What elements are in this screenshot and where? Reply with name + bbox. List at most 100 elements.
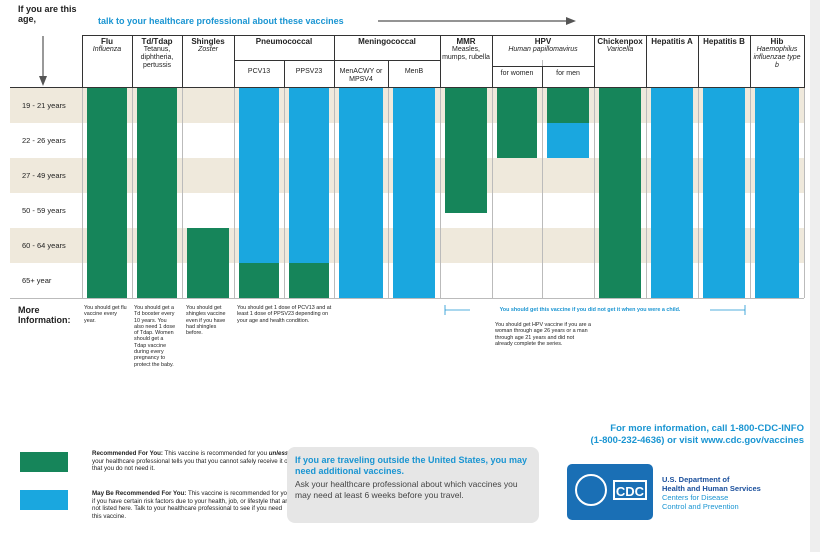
header-top bbox=[182, 35, 234, 36]
sub-divider bbox=[542, 66, 543, 88]
more-info-label: More Information: bbox=[18, 305, 71, 325]
header-top bbox=[234, 35, 334, 36]
header-top bbox=[750, 35, 804, 36]
legend-text: May Be Recommended For You: This vaccine… bbox=[92, 490, 292, 520]
vaccine-desc: Haemophilus influenzae type b bbox=[753, 46, 801, 69]
header-top bbox=[492, 35, 594, 36]
header-line bbox=[750, 35, 751, 88]
legend-swatch bbox=[20, 452, 68, 472]
org-line: Centers for Disease bbox=[662, 493, 729, 502]
schedule-bar bbox=[239, 263, 279, 298]
contact-line: (1-800-232-4636) or visit www.cdc.gov/va… bbox=[590, 435, 805, 446]
age-label: 60 - 64 years bbox=[22, 241, 66, 250]
col-line bbox=[334, 60, 335, 298]
header-line bbox=[182, 35, 183, 88]
legend-body: your healthcare professional tells you t… bbox=[92, 457, 290, 473]
instruction: talk to your healthcare professional abo… bbox=[98, 16, 344, 26]
vaccine-name: HPV bbox=[534, 37, 552, 46]
header-top bbox=[698, 35, 750, 36]
schedule-bar bbox=[289, 88, 329, 263]
travel-text: Ask your healthcare professional about w… bbox=[295, 479, 518, 500]
note: You should get 1 dose of PCV13 and at le… bbox=[237, 305, 332, 324]
schedule-bar bbox=[289, 263, 329, 298]
legend-text: Recommended For You: This vaccine is rec… bbox=[92, 450, 292, 473]
sub-name: MenB bbox=[404, 68, 424, 75]
schedule-bar bbox=[137, 88, 177, 298]
org-line: Health and Human Services bbox=[662, 484, 761, 493]
sub-name: for women bbox=[500, 70, 534, 77]
vaccine-name: Flu bbox=[101, 37, 113, 46]
sub-divider bbox=[284, 60, 285, 88]
header-line bbox=[698, 35, 699, 88]
age-label: 19 - 21 years bbox=[22, 101, 66, 110]
vaccine-name: Hib bbox=[770, 37, 784, 46]
col-line bbox=[594, 60, 595, 298]
vaccine-name: Hepatitis A bbox=[651, 37, 693, 46]
sub-line bbox=[334, 60, 440, 61]
col-line bbox=[698, 60, 699, 298]
age-label: If you are this age, bbox=[18, 4, 77, 24]
col-line bbox=[492, 60, 493, 298]
col-line bbox=[440, 60, 441, 298]
header-line bbox=[132, 35, 133, 88]
schedule-bar bbox=[651, 88, 693, 298]
cdc-logo: CDC bbox=[567, 464, 653, 520]
note: You should get shingles vaccine even if … bbox=[186, 305, 226, 337]
schedule-bar bbox=[703, 88, 745, 298]
col-line bbox=[388, 60, 389, 298]
age-label: 27 - 49 years bbox=[22, 171, 66, 180]
header-line bbox=[82, 35, 83, 88]
header-bottom bbox=[10, 87, 805, 88]
vaccine-name: Chickenpox bbox=[597, 37, 643, 46]
note: You should get flu vaccine every year. bbox=[84, 305, 127, 324]
schedule-bar bbox=[339, 88, 383, 298]
schedule-bar bbox=[239, 88, 279, 263]
header-top bbox=[594, 35, 646, 36]
header-line bbox=[594, 35, 595, 88]
note: You should get this vaccine if you did n… bbox=[499, 307, 681, 313]
schedule-bar bbox=[497, 88, 537, 158]
header-top bbox=[132, 35, 182, 36]
schedule-bar bbox=[187, 228, 229, 298]
schedule-bar bbox=[599, 88, 641, 298]
col-line bbox=[646, 60, 647, 298]
col-line bbox=[82, 60, 83, 298]
travel-title: If you are traveling outside the United … bbox=[295, 455, 528, 476]
header-line bbox=[804, 35, 805, 88]
schedule-bar bbox=[87, 88, 127, 298]
schedule-bar bbox=[445, 88, 487, 213]
contact: For more information, call 1-800-CDC-INF… bbox=[591, 423, 805, 447]
vaccine-name: MMR bbox=[456, 37, 476, 46]
hhs-seal bbox=[575, 474, 607, 506]
legend-body: unless bbox=[268, 450, 289, 457]
age-label: 65+ year bbox=[22, 276, 52, 285]
vaccine-desc: Varicella bbox=[606, 46, 634, 53]
schedule-bar bbox=[547, 123, 589, 158]
logo-text: CDC bbox=[613, 480, 647, 500]
header-line bbox=[646, 35, 647, 88]
legend-body: This vaccine is recommended for you if y… bbox=[92, 490, 291, 520]
col-line bbox=[234, 60, 235, 298]
schedule-bar bbox=[755, 88, 799, 298]
header-top bbox=[334, 35, 440, 36]
col-line bbox=[182, 60, 183, 298]
legend-body: This vaccine is recommended for you bbox=[164, 450, 269, 457]
vaccine-desc: Zoster bbox=[198, 46, 218, 53]
sub-divider bbox=[388, 60, 389, 88]
col-line bbox=[804, 60, 805, 298]
vaccine-name: Hepatitis B bbox=[703, 37, 745, 46]
schedule-bar bbox=[547, 88, 589, 123]
note: You should get HPV vaccine if you are a … bbox=[495, 322, 591, 347]
header-top bbox=[440, 35, 492, 36]
age-label: 50 - 59 years bbox=[22, 206, 66, 215]
header-top bbox=[646, 35, 698, 36]
org-line: U.S. Department of bbox=[662, 475, 730, 484]
sub-line bbox=[492, 66, 594, 67]
header-line bbox=[234, 35, 235, 88]
vaccine-desc: Measles, mumps, rubella bbox=[442, 46, 490, 61]
col-line bbox=[284, 60, 285, 298]
vaccine-desc: Influenza bbox=[92, 46, 122, 53]
legend-title: Recommended For You: bbox=[92, 450, 163, 457]
note: You should get a Td booster every 10 yea… bbox=[134, 305, 176, 368]
